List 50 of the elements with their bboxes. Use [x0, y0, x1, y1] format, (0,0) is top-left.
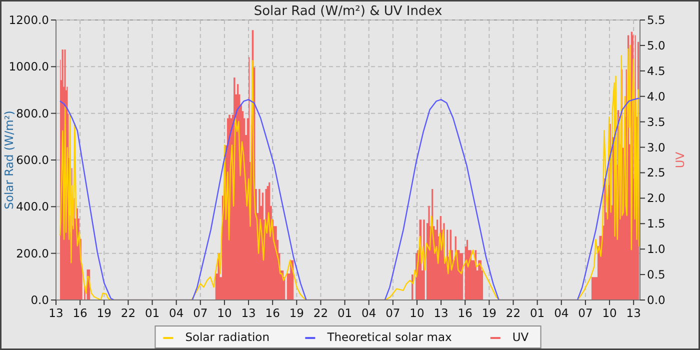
x-tick-label: 13 — [48, 306, 64, 320]
x-tick-label: 13 — [434, 306, 448, 320]
legend-label: Theoretical solar max — [326, 330, 452, 344]
legend-label: UV — [512, 330, 529, 344]
x-tick-label: 16 — [72, 306, 88, 320]
x-tick-label: 13 — [626, 306, 641, 320]
chart-title: Solar Rad (W/m²) & UV Index — [254, 4, 442, 19]
x-tick-label: 19 — [96, 306, 112, 320]
x-tick-label: 04 — [362, 306, 376, 320]
x-tick-label: 22 — [313, 306, 328, 320]
x-tick-label: 04 — [554, 306, 569, 320]
y2-tick-label: 1.5 — [647, 216, 666, 231]
x-tick-label: 10 — [602, 306, 617, 320]
y2-axis-title: UV — [673, 152, 687, 168]
legend-label: Solar radiation — [185, 330, 270, 344]
y2-tick-label: 2.5 — [647, 166, 666, 180]
y2-tick-label: 0.0 — [647, 293, 666, 307]
x-tick-label: 07 — [386, 306, 400, 320]
y-tick-label: 0.0 — [30, 293, 49, 307]
y2-tick-label: 0.5 — [647, 268, 666, 282]
x-tick-label: 07 — [193, 306, 208, 320]
y-axis-title: Solar Rad (W/m²) — [2, 110, 16, 210]
y2-tick-label: 4.5 — [647, 64, 666, 78]
x-tick-label: 13 — [241, 306, 256, 320]
x-tick-label: 22 — [506, 306, 521, 320]
x-tick-label: 07 — [578, 306, 593, 320]
x-tick-label: 10 — [410, 306, 424, 320]
x-tick-label: 01 — [144, 306, 160, 320]
y2-tick-label: 3.5 — [647, 114, 666, 129]
y-tick-label: 600.0 — [16, 153, 49, 167]
y-tick-label: 200.0 — [16, 246, 49, 260]
x-tick-label: 16 — [265, 306, 280, 320]
y2-tick-label: 1.0 — [647, 242, 666, 256]
x-tick-label: 19 — [289, 306, 304, 320]
y2-tick-label: 5.0 — [647, 38, 666, 52]
x-tick-label: 16 — [458, 306, 472, 320]
y2-tick-label: 5.5 — [647, 13, 666, 27]
y2-tick-label: 2.0 — [647, 191, 666, 206]
y-tick-label: 800.0 — [16, 106, 49, 120]
y-tick-label: 1000.0 — [8, 60, 49, 74]
x-tick-label: 04 — [169, 306, 184, 320]
y-tick-label: 400.0 — [16, 200, 49, 214]
y2-tick-label: 3.0 — [647, 140, 666, 154]
y-tick-label: 1200.0 — [8, 13, 49, 27]
x-tick-label: 22 — [120, 306, 136, 320]
x-tick-label: 19 — [482, 306, 497, 320]
y2-tick-label: 4.0 — [647, 89, 666, 104]
x-tick-label: 10 — [217, 306, 232, 320]
x-tick-label: 01 — [530, 306, 545, 320]
x-tick-label: 01 — [337, 306, 352, 320]
